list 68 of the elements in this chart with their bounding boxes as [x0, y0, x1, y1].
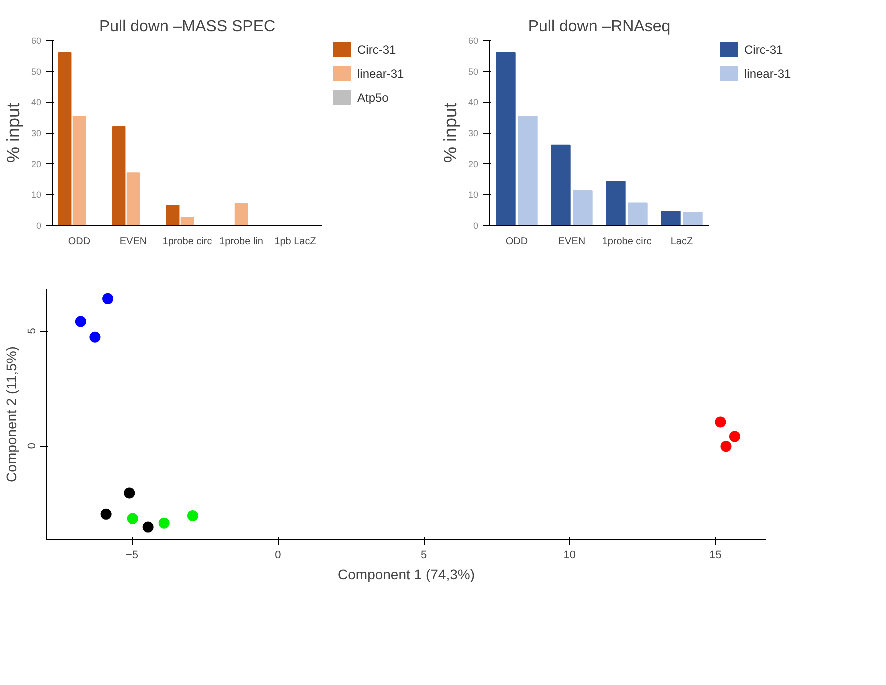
y-axis-title: % input — [440, 102, 460, 164]
x-tick-label: 0 — [275, 550, 282, 562]
legend-label: Circ-31 — [744, 42, 784, 57]
chart-title: Pull down –RNAseq — [528, 18, 671, 36]
x-tick-label: EVEN — [558, 236, 586, 248]
point — [90, 332, 101, 343]
bar — [112, 126, 126, 226]
x-tick-label: 10 — [564, 550, 576, 562]
bar — [573, 190, 593, 226]
legend-label: Atp5o — [358, 90, 390, 105]
x-tick-label: 1probe lin — [220, 236, 264, 248]
point — [124, 488, 136, 499]
point — [729, 431, 740, 442]
x-tick-label: 1probe circ — [162, 236, 212, 248]
bar — [606, 181, 626, 226]
y-tick-label: 5 — [26, 328, 38, 334]
x-tick-label: ODD — [506, 236, 528, 248]
x-tick-label: EVEN — [120, 236, 148, 248]
bar — [661, 211, 681, 226]
y-tick-label: 20 — [468, 159, 479, 170]
x-tick-label: 1pb LacZ — [274, 236, 316, 248]
y-tick-label: 40 — [31, 98, 42, 108]
point — [142, 522, 154, 533]
bar — [126, 172, 140, 226]
x-tick-label: 1probe circ — [602, 236, 652, 248]
x-axis-title: Component 1 (74,3%) — [338, 566, 475, 582]
y-tick-label: 20 — [31, 159, 42, 170]
point — [127, 513, 138, 524]
y-tick-label: 30 — [31, 128, 42, 138]
legend-label: Circ-31 — [358, 42, 396, 57]
x-tick-label: 5 — [420, 550, 428, 562]
bar — [58, 52, 72, 226]
point — [715, 416, 726, 428]
y-tick-label: 10 — [468, 190, 479, 200]
x-tick-label: −5 — [126, 550, 139, 562]
bar — [496, 52, 516, 226]
point — [100, 508, 112, 520]
chart-title: Pull down –MASS SPEC — [99, 18, 276, 36]
bar — [72, 116, 86, 226]
y-tick-label: 10 — [31, 190, 42, 200]
bar — [628, 202, 648, 226]
y-tick-label: 40 — [468, 98, 479, 108]
point — [720, 441, 732, 452]
bar — [518, 116, 538, 226]
y-tick-label: 30 — [468, 128, 479, 138]
bar — [683, 212, 703, 226]
y-axis-title: % input — [3, 102, 24, 164]
y-tick-label: 0 — [26, 443, 38, 450]
y-tick-label: 50 — [31, 66, 42, 77]
point — [102, 293, 114, 304]
bar — [180, 217, 194, 226]
y-tick-label: 0 — [36, 221, 42, 231]
legend-label: linear-31 — [744, 66, 792, 81]
x-tick-label: ODD — [68, 236, 91, 248]
legend-label: linear-31 — [358, 66, 405, 81]
bar — [551, 144, 571, 226]
point — [158, 518, 170, 529]
bar — [234, 203, 248, 226]
x-tick-label: LacZ — [670, 236, 694, 248]
y-tick-label: 60 — [31, 36, 42, 46]
y-axis-title: Component 2 (11,5%) — [4, 346, 20, 482]
bar — [166, 204, 180, 226]
y-tick-label: 50 — [468, 66, 479, 77]
x-tick-label: 15 — [710, 550, 722, 562]
y-tick-label: 60 — [468, 36, 479, 46]
point — [75, 316, 86, 328]
point — [187, 510, 198, 522]
y-tick-label: 0 — [473, 221, 479, 231]
